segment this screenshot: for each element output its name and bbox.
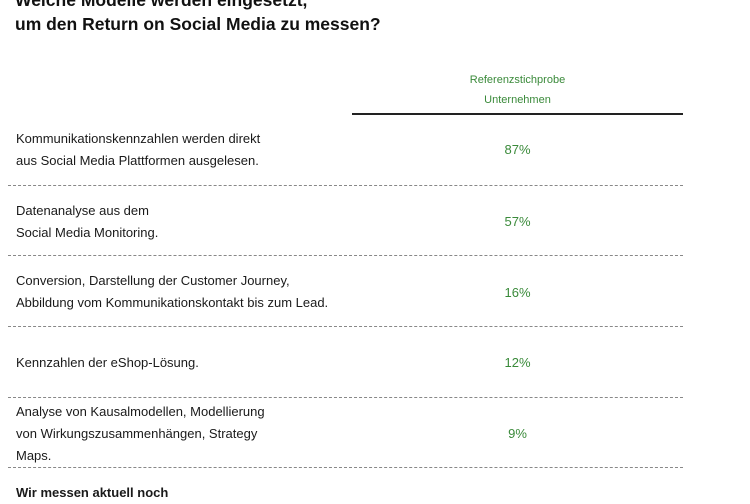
header-divider <box>352 113 683 115</box>
page-title: Welche Modelle werden eingesetzt, um den… <box>15 0 381 36</box>
row-value: 57% <box>504 214 531 229</box>
row-divider <box>8 326 683 327</box>
row-divider <box>8 255 683 256</box>
row-value: 9% <box>508 426 527 441</box>
row-value: 87% <box>504 142 531 157</box>
title-line-1: Welche Modelle werden eingesetzt, <box>15 0 308 10</box>
row-label: Conversion, Darstellung der Customer Jou… <box>16 273 329 310</box>
row-label: Kennzahlen der eShop-Lösung. <box>16 355 199 370</box>
row-value: 12% <box>504 355 531 370</box>
row-divider <box>8 397 683 398</box>
row-divider <box>8 185 683 186</box>
title-line-2: um den Return on Social Media zu messen? <box>15 14 381 34</box>
row-label: Kommunikationskennzahlen werden direkt au… <box>16 131 261 168</box>
column-header-line-1: Referenzstichprobe <box>469 74 566 86</box>
row-label: Datenanalyse aus dem Social Media Monitor… <box>16 203 159 240</box>
row-value: 16% <box>504 285 531 300</box>
row-label: Wir messen aktuell noch <box>16 485 169 500</box>
column-header-line-2: Unternehmen <box>484 94 551 106</box>
row-divider <box>8 467 683 468</box>
row-label: Analyse von Kausalmodellen, Modellierung… <box>16 404 265 463</box>
